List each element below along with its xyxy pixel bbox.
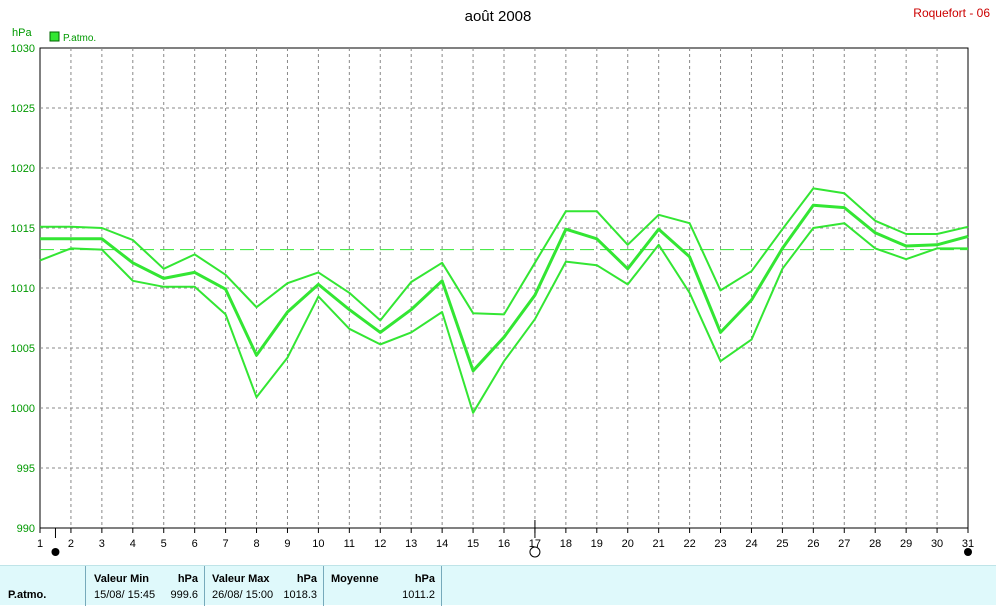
- x-ticks: 1 2 3 4 5 6 7 8 9 10 11 12 13 14 15 16 17 18 19 20 21 22 23 24 2…: [37, 528, 974, 550]
- series-line-max: [40, 187, 969, 322]
- footer-mean-unit: hPa: [414, 573, 435, 585]
- legend-label: P.atmo.: [63, 33, 96, 44]
- footer-min-value: 999.6: [170, 589, 198, 601]
- footer-mean-cell: Moyenne hPa 1011.2: [324, 566, 442, 606]
- x-tick-label: 25: [776, 538, 788, 550]
- x-tick-label: 2: [68, 538, 74, 550]
- footer-min-unit: hPa: [177, 573, 198, 585]
- x-tick-label: 6: [192, 538, 198, 550]
- x-tick-label: 17: [529, 538, 541, 550]
- y-tick-label: 995: [17, 463, 35, 475]
- grid-layer: [40, 48, 968, 528]
- x-tick-label: 13: [405, 538, 417, 550]
- footer-param-cell: P.atmo.: [0, 566, 86, 606]
- x-tick-label: 27: [838, 538, 850, 550]
- footer-stats-bar: P.atmo. Valeur Min hPa 15/08/ 15:45 999.…: [0, 565, 996, 606]
- x-tick-label: 19: [591, 538, 603, 550]
- start-marker-dot: [51, 548, 60, 556]
- station-label: Roquefort - 06: [913, 6, 990, 20]
- y-unit-label: hPa: [12, 27, 32, 39]
- footer-min-time: 15/08/ 15:45: [94, 589, 156, 601]
- y-tick-label: 1015: [11, 223, 35, 235]
- footer-max-unit: hPa: [296, 573, 317, 585]
- x-tick-label: 28: [869, 538, 881, 550]
- x-tick-label: 30: [931, 538, 943, 550]
- footer-max-value: 1018.3: [283, 589, 317, 601]
- x-tick-label: 31: [962, 538, 974, 550]
- y-tick-label: 1020: [11, 163, 35, 175]
- y-tick-label: 990: [17, 523, 35, 535]
- x-tick-label: 21: [653, 538, 665, 550]
- series-line-mean: [40, 203, 969, 373]
- marker-layer: [51, 520, 972, 558]
- y-tick-label: 1010: [11, 283, 35, 295]
- x-tick-label: 29: [900, 538, 912, 550]
- footer-mean-header: Moyenne: [331, 573, 379, 585]
- x-tick-label: 22: [683, 538, 695, 550]
- chart-title: août 2008: [465, 8, 532, 25]
- footer-max-cell: Valeur Max hPa 26/08/ 15:00 1018.3: [205, 566, 324, 606]
- x-tick-label: 3: [99, 538, 105, 550]
- y-tick-label: 1025: [11, 103, 35, 115]
- footer-param-label: P.atmo.: [8, 589, 47, 601]
- x-tick-label: 20: [622, 538, 634, 550]
- series-layer: [39, 187, 969, 414]
- x-tick-label: 4: [130, 538, 136, 550]
- y-tick-label: 1030: [11, 43, 35, 55]
- x-tick-label: 11: [344, 538, 355, 550]
- x-tick-label: 15: [467, 538, 479, 550]
- chart-svg: août 2008 Roquefort - 06 hPa P.atmo. 990…: [11, 6, 990, 558]
- x-tick-label: 9: [284, 538, 290, 550]
- footer-max-time: 26/08/ 15:00: [212, 589, 274, 601]
- x-tick-label: 26: [807, 538, 819, 550]
- y-ticks: 990 995 1000 1005 1010 1015 1020 1025 1030: [11, 43, 35, 535]
- x-tick-label: 16: [498, 538, 510, 550]
- y-tick-label: 1000: [11, 403, 35, 415]
- x-tick-label: 5: [161, 538, 167, 550]
- x-tick-label: 24: [745, 538, 757, 550]
- footer-max-header: Valeur Max: [212, 573, 270, 585]
- x-tick-label: 12: [374, 538, 386, 550]
- x-tick-label: 18: [560, 538, 572, 550]
- footer-min-cell: Valeur Min hPa 15/08/ 15:45 999.6: [86, 566, 205, 606]
- end-marker-dot: [964, 548, 972, 556]
- legend-swatch: [49, 31, 60, 42]
- x-tick-label: 10: [312, 538, 324, 550]
- y-tick-label: 1005: [11, 343, 35, 355]
- footer-mean-value: 1011.2: [402, 589, 435, 601]
- series-line-min: [39, 222, 968, 414]
- footer-min-header: Valeur Min: [94, 573, 150, 585]
- x-tick-label: 7: [223, 538, 229, 550]
- x-tick-label: 1: [37, 538, 43, 550]
- mid-marker-circle: [529, 546, 541, 558]
- x-tick-label: 23: [714, 538, 726, 550]
- x-tick-label: 8: [253, 538, 259, 550]
- x-tick-label: 14: [436, 538, 448, 550]
